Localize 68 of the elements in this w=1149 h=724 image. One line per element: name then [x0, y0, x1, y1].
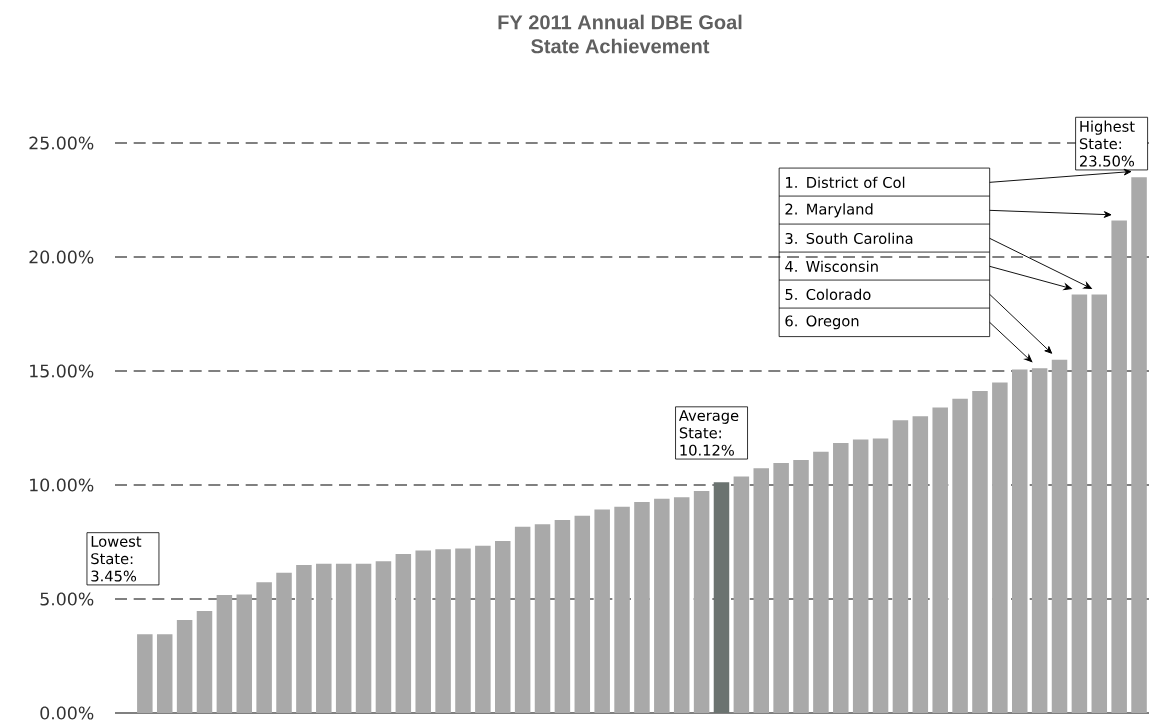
bar: [813, 451, 829, 713]
bar: [1091, 294, 1108, 713]
bar: [932, 407, 948, 713]
bar: [415, 550, 431, 713]
bar: [296, 565, 312, 713]
bar: [693, 490, 710, 713]
annotation: 4. Wisconsin: [785, 260, 878, 273]
bar: [852, 439, 869, 713]
bar: [972, 391, 988, 713]
bar: [276, 572, 292, 713]
bar: [1011, 369, 1028, 713]
bar: [753, 468, 770, 713]
y-tick-label: 15.00%: [30, 364, 94, 378]
bar: [793, 459, 809, 713]
bar: [1071, 294, 1088, 713]
y-tick-label: 5.00%: [40, 592, 94, 606]
bar: [316, 563, 332, 713]
bar: [176, 619, 193, 713]
bar: [594, 509, 610, 713]
bar: [196, 611, 213, 713]
bar: [355, 563, 372, 713]
bar: [713, 482, 730, 713]
bar: [833, 443, 849, 713]
annotation: Lowest State: 3.45%: [91, 536, 142, 582]
annotation: 2. Maryland: [785, 203, 873, 218]
bar: [1031, 368, 1048, 713]
bar: [514, 526, 531, 713]
bar: [435, 549, 451, 713]
annotation: 1. District of Col: [786, 176, 905, 189]
bar: [892, 420, 909, 713]
bar: [952, 398, 968, 713]
bar: [137, 634, 153, 713]
bar: [574, 515, 591, 713]
y-tick-label: 10.00%: [30, 478, 94, 492]
annotation: 3. South Carolina: [785, 232, 913, 245]
annotation: Average State: 10.12%: [678, 410, 739, 456]
bar: [634, 502, 650, 713]
bar: [455, 548, 471, 713]
y-tick-label: 25.00%: [29, 136, 94, 150]
bar: [614, 506, 630, 713]
annotation: 5. Colorado: [785, 288, 871, 301]
bar: [256, 582, 272, 713]
chart-subtitle: State Achievement: [531, 38, 710, 54]
bar: [375, 561, 392, 713]
y-tick-label: 20.00%: [29, 250, 94, 264]
annotation: 6. Oregon: [785, 315, 859, 330]
annotation: Highest State: 23.50%: [1079, 120, 1135, 167]
bar: [395, 554, 412, 713]
bar: [554, 520, 571, 713]
bar: [733, 476, 750, 713]
y-tick-label: 0.00%: [40, 706, 94, 720]
bar: [475, 545, 491, 713]
bar: [654, 498, 670, 713]
bar: [912, 416, 929, 713]
bar: [335, 563, 352, 713]
bar: [495, 541, 511, 713]
bar: [236, 594, 253, 713]
bar: [216, 594, 233, 713]
bar: [872, 438, 889, 713]
bar: [1111, 220, 1127, 713]
bar: [773, 463, 789, 713]
bar: [1131, 177, 1147, 713]
chart-title: FY 2011 Annual DBE Goal: [498, 14, 742, 30]
bar: [673, 497, 690, 713]
bar: [1051, 359, 1068, 713]
bar: [534, 524, 551, 713]
bar: [992, 382, 1008, 713]
bar: [156, 634, 173, 713]
